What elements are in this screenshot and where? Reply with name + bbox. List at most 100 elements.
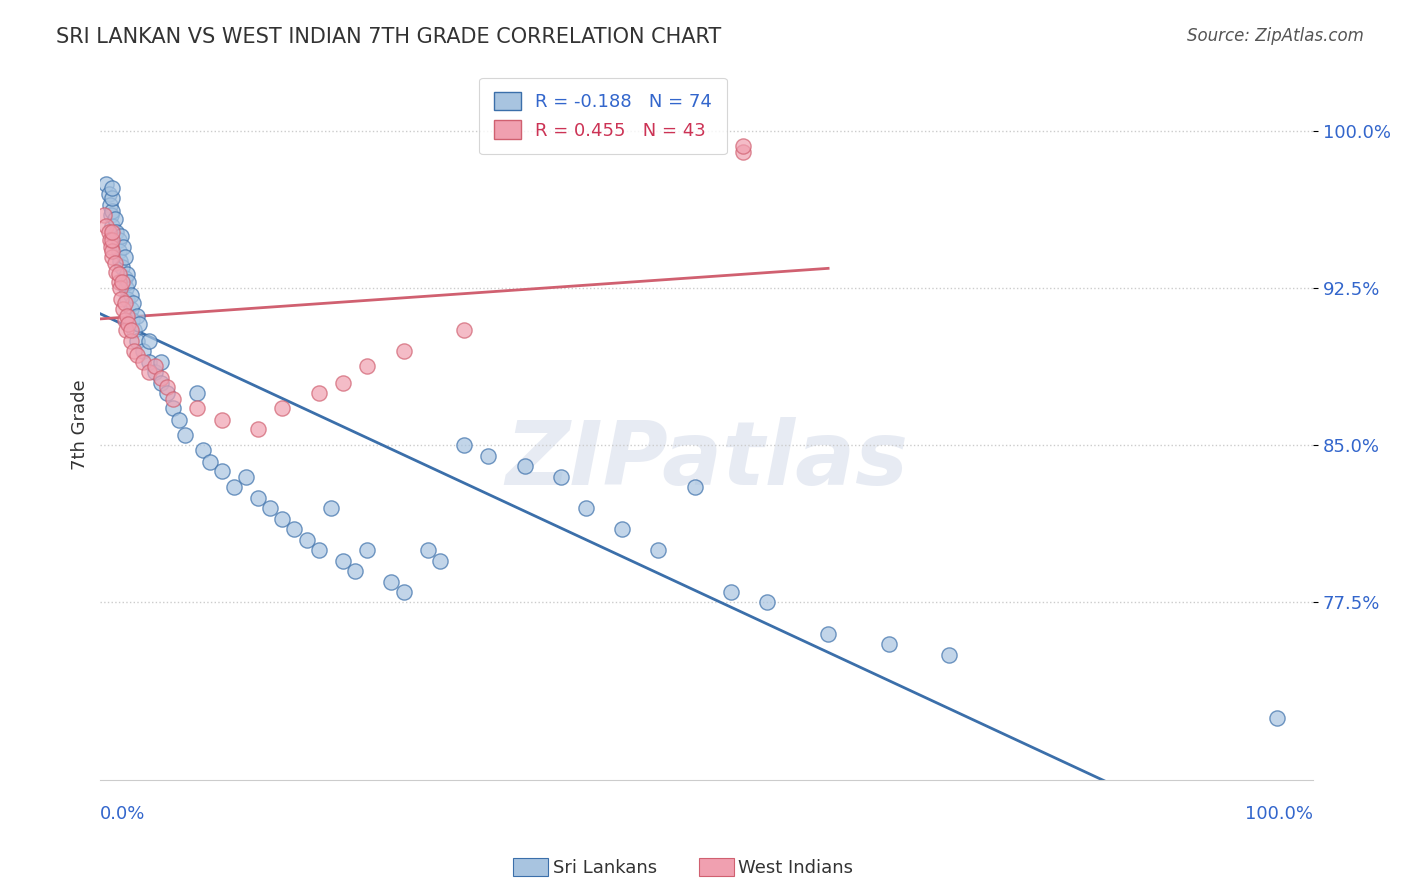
Point xyxy=(174,428,197,442)
Point xyxy=(356,543,378,558)
Point xyxy=(222,480,245,494)
Point xyxy=(114,323,136,337)
Point xyxy=(114,250,136,264)
Point xyxy=(132,354,155,368)
Point xyxy=(101,244,124,258)
Point xyxy=(167,413,190,427)
Point xyxy=(120,334,142,348)
Point xyxy=(150,354,173,368)
Point xyxy=(756,595,779,609)
Point xyxy=(125,309,148,323)
Text: 0.0%: 0.0% xyxy=(100,805,146,823)
Point xyxy=(98,197,121,211)
Point xyxy=(101,203,124,218)
Point xyxy=(332,553,354,567)
Point xyxy=(938,648,960,662)
Point xyxy=(308,543,330,558)
Point xyxy=(429,553,451,567)
Point xyxy=(319,501,342,516)
Point xyxy=(104,256,127,270)
Point xyxy=(125,348,148,362)
Point xyxy=(105,225,128,239)
Point xyxy=(100,239,122,253)
Point xyxy=(107,267,129,281)
Point xyxy=(101,250,124,264)
Y-axis label: 7th Grade: 7th Grade xyxy=(72,379,89,470)
Point xyxy=(101,233,124,247)
Point xyxy=(733,145,755,160)
Point xyxy=(120,323,142,337)
Point xyxy=(356,359,378,373)
Point xyxy=(392,344,415,359)
Point xyxy=(271,512,294,526)
Point xyxy=(138,334,160,348)
Point xyxy=(271,401,294,415)
Point xyxy=(111,260,134,275)
Point xyxy=(107,233,129,247)
Point xyxy=(107,244,129,258)
Point xyxy=(733,139,755,153)
Point xyxy=(108,254,131,268)
Point xyxy=(128,317,150,331)
Point xyxy=(877,637,900,651)
Point xyxy=(104,212,127,227)
Point xyxy=(392,585,415,599)
Point xyxy=(124,323,146,337)
Point xyxy=(100,208,122,222)
Point xyxy=(101,219,124,233)
Text: 100.0%: 100.0% xyxy=(1246,805,1313,823)
Point xyxy=(211,413,233,427)
Point xyxy=(105,265,128,279)
Point xyxy=(259,501,281,516)
Point xyxy=(115,309,138,323)
Point xyxy=(121,313,143,327)
Point xyxy=(610,522,633,536)
Point xyxy=(96,219,118,233)
Point xyxy=(186,401,208,415)
Point xyxy=(114,313,136,327)
Point xyxy=(120,287,142,301)
Point xyxy=(138,365,160,379)
Legend: R = -0.188   N = 74, R = 0.455   N = 43: R = -0.188 N = 74, R = 0.455 N = 43 xyxy=(479,78,727,154)
Point xyxy=(295,533,318,547)
Point xyxy=(211,464,233,478)
Text: Source: ZipAtlas.com: Source: ZipAtlas.com xyxy=(1187,27,1364,45)
Point xyxy=(98,233,121,247)
Point xyxy=(108,281,131,295)
Text: West Indians: West Indians xyxy=(738,859,853,877)
Text: ZIPatlas: ZIPatlas xyxy=(505,417,908,504)
Point xyxy=(115,267,138,281)
Point xyxy=(574,501,596,516)
Point xyxy=(720,585,742,599)
Point xyxy=(110,229,132,244)
Point xyxy=(283,522,305,536)
Point xyxy=(150,376,173,390)
Point xyxy=(332,376,354,390)
Text: Sri Lankans: Sri Lankans xyxy=(553,859,657,877)
Point xyxy=(101,191,124,205)
Point xyxy=(117,317,139,331)
Point xyxy=(416,543,439,558)
Point xyxy=(143,359,166,373)
Point xyxy=(513,459,536,474)
Point xyxy=(124,344,146,359)
Point xyxy=(114,271,136,285)
Point xyxy=(112,302,135,317)
Point xyxy=(186,386,208,401)
Point xyxy=(193,442,215,457)
Point xyxy=(550,470,572,484)
Point xyxy=(96,177,118,191)
Point xyxy=(125,334,148,348)
Point xyxy=(235,470,257,484)
Point xyxy=(162,392,184,407)
Point xyxy=(143,365,166,379)
Point xyxy=(101,225,124,239)
Point xyxy=(107,275,129,289)
Point xyxy=(112,239,135,253)
Point xyxy=(122,296,145,310)
Point xyxy=(344,564,367,578)
Text: SRI LANKAN VS WEST INDIAN 7TH GRADE CORRELATION CHART: SRI LANKAN VS WEST INDIAN 7TH GRADE CORR… xyxy=(56,27,721,46)
Point xyxy=(380,574,402,589)
Point xyxy=(162,401,184,415)
Point xyxy=(683,480,706,494)
